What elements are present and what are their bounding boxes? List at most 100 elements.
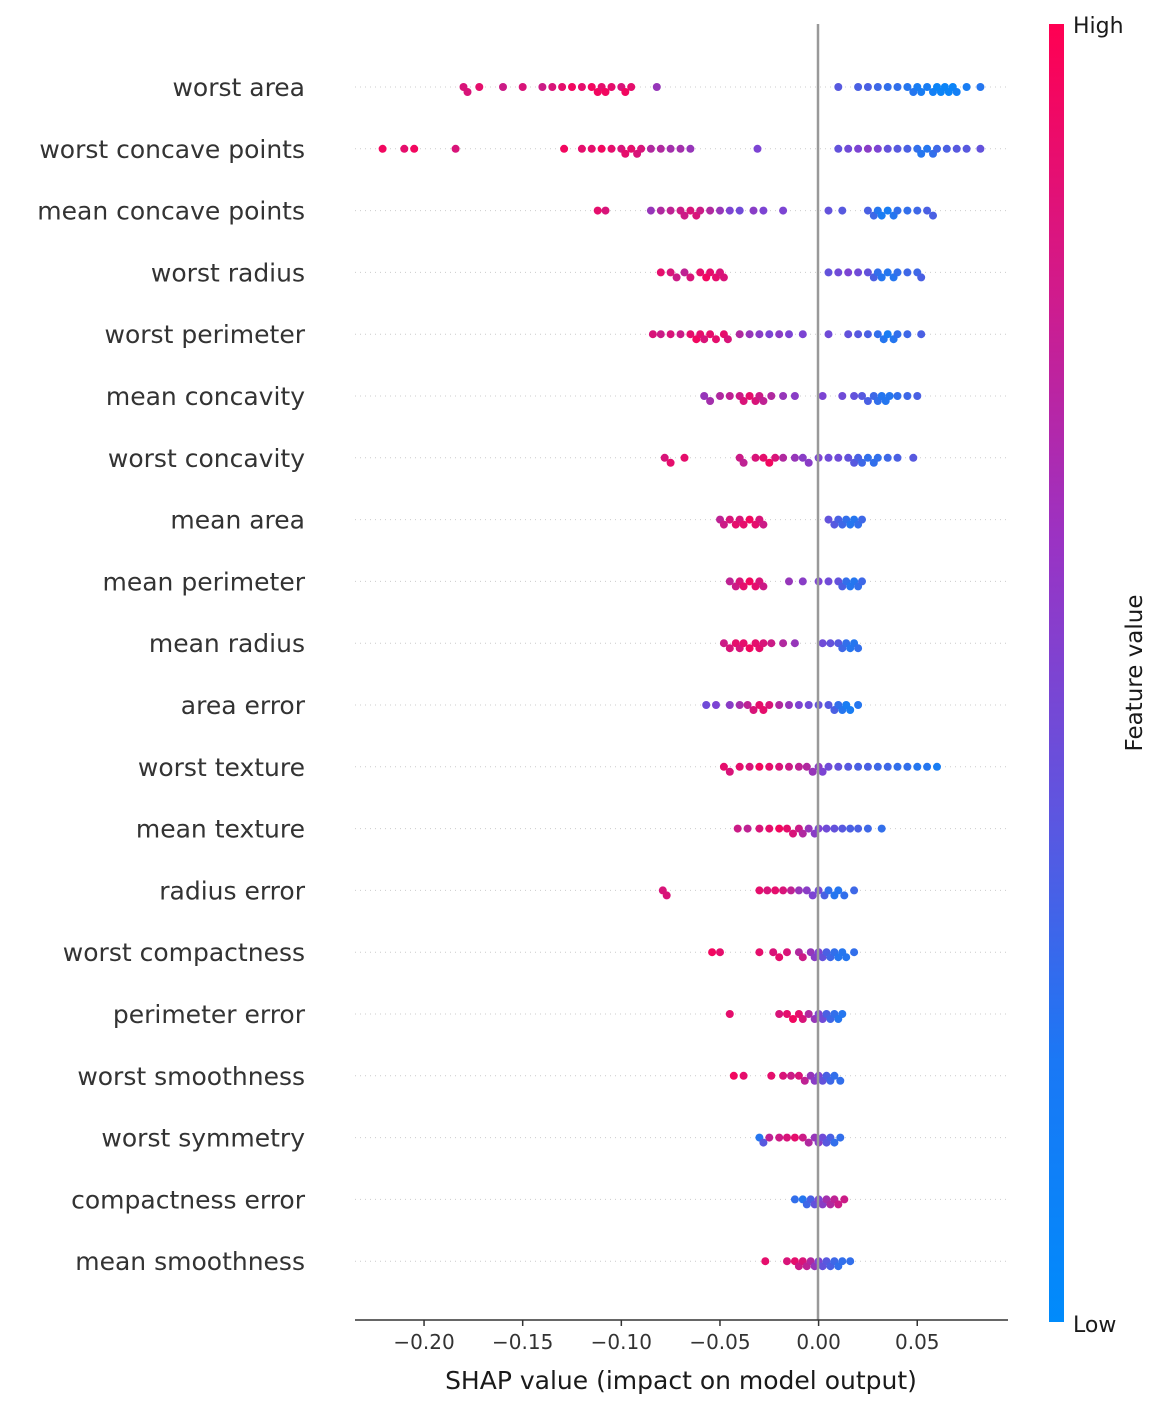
shap-point <box>830 1138 839 1147</box>
feature-label: worst smoothness <box>77 1062 305 1091</box>
shap-point <box>863 268 872 277</box>
shap-point <box>903 762 912 771</box>
shap-point <box>666 268 675 277</box>
shap-point <box>836 1133 845 1142</box>
shap-point <box>800 1076 809 1085</box>
shap-point <box>840 1195 849 1204</box>
shap-point <box>824 701 833 709</box>
shap-point <box>873 453 882 462</box>
shap-point <box>548 83 557 91</box>
shap-point <box>798 1133 807 1142</box>
shap-point <box>739 397 748 405</box>
shap-point <box>680 211 689 220</box>
shap-point <box>725 515 734 524</box>
shap-point <box>775 330 784 339</box>
feature-label: worst perimeter <box>105 320 306 349</box>
shap-point <box>952 88 961 96</box>
shap-point <box>706 330 715 339</box>
shap-point <box>783 1010 791 1018</box>
shap-point <box>765 824 774 833</box>
colorbar: High Low Feature value <box>1049 14 1148 1338</box>
shap-point <box>903 268 912 277</box>
x-tick-label: 0.05 <box>895 1330 940 1354</box>
feature-rows: worst area worst concave points mean conca… <box>37 73 1008 1276</box>
feature-label: compactness error <box>71 1185 306 1214</box>
shap-point <box>909 453 918 462</box>
shap-point <box>745 515 754 524</box>
shap-point <box>779 639 788 648</box>
shap-point <box>913 392 922 400</box>
shap-point <box>838 1010 847 1018</box>
feature-label: worst concavity <box>108 444 305 473</box>
shap-point <box>789 1015 797 1023</box>
shap-point <box>775 824 784 833</box>
shap-point <box>656 144 665 153</box>
shap-point <box>933 144 941 153</box>
shap-point <box>755 330 764 339</box>
shap-point <box>834 268 843 277</box>
shap-point <box>804 1138 813 1147</box>
feature-label: worst symmetry <box>101 1124 305 1153</box>
shap-point <box>725 701 734 709</box>
shap-point <box>686 144 695 153</box>
shap-point <box>826 639 835 648</box>
shap-point <box>790 1133 799 1142</box>
shap-point <box>883 83 892 91</box>
shap-point <box>798 453 807 462</box>
shap-point <box>962 144 971 153</box>
shap-point <box>877 211 886 220</box>
shap-point <box>759 520 768 529</box>
shap-point <box>601 88 610 96</box>
shap-point <box>917 88 926 96</box>
shap-point <box>475 83 484 91</box>
shap-point <box>627 83 636 91</box>
feature-label: mean perimeter <box>102 567 305 596</box>
shap-point <box>785 701 793 709</box>
shap-point <box>877 273 886 282</box>
shap-point <box>518 83 527 91</box>
shap-point <box>893 144 902 153</box>
shap-point <box>719 762 728 771</box>
shap-point <box>893 268 902 277</box>
shap-point <box>775 953 784 962</box>
shap-point <box>775 701 784 709</box>
shap-point <box>794 762 803 771</box>
shap-point <box>844 268 853 277</box>
shap-point <box>804 458 813 467</box>
shap-point <box>700 392 709 400</box>
shap-point <box>759 397 768 405</box>
shap-point <box>923 83 932 91</box>
shap-point <box>917 149 926 158</box>
shap-point <box>863 83 872 91</box>
shap-point <box>854 144 863 153</box>
shap-point <box>838 824 847 833</box>
shap-point <box>759 639 768 648</box>
shap-point <box>660 453 669 462</box>
shap-point <box>854 824 863 833</box>
shap-point <box>753 144 762 153</box>
shap-point <box>798 1015 807 1023</box>
shap-point <box>739 582 748 591</box>
shap-point <box>652 83 661 91</box>
shap-point <box>779 453 788 462</box>
shap-point <box>706 268 715 277</box>
shap-point <box>854 762 863 771</box>
shap-point <box>783 1133 791 1142</box>
shap-point <box>765 701 774 709</box>
shap-point <box>790 453 799 462</box>
shap-point <box>854 644 863 653</box>
shap-point <box>858 458 866 467</box>
x-tick-label: 0.00 <box>796 1330 841 1354</box>
shap-point <box>759 706 768 714</box>
shap-point <box>696 268 705 277</box>
shap-point <box>779 1071 788 1080</box>
shap-point <box>646 144 655 153</box>
shap-point <box>883 144 892 153</box>
shap-point <box>863 397 872 405</box>
shap-point <box>648 330 657 339</box>
shap-point <box>923 206 932 215</box>
shap-point <box>712 701 720 709</box>
shap-point <box>637 144 646 153</box>
feature-label: worst area <box>172 73 305 102</box>
shap-point <box>779 886 788 895</box>
